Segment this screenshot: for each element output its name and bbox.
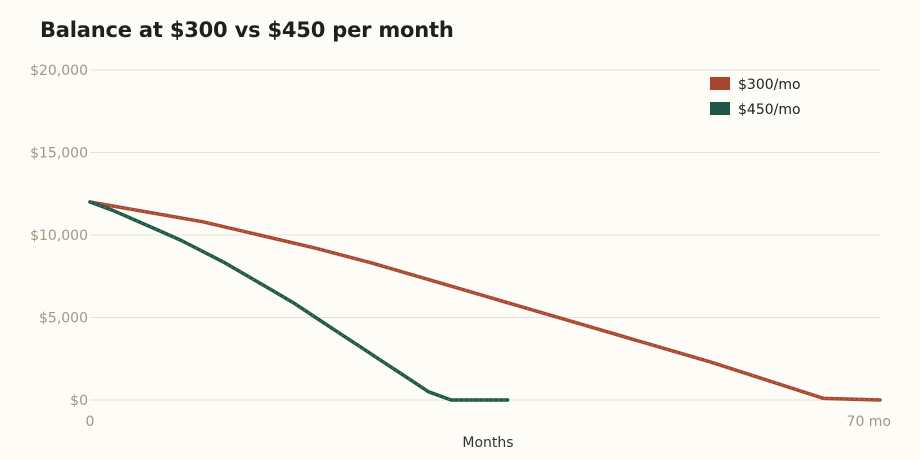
y-tick-label-0: $0 [70,393,88,409]
legend: $300/mo $450/mo [710,77,801,118]
legend-label-0: $300/mo [738,77,801,93]
legend-swatch-0 [710,77,730,90]
grid-lines [90,69,880,401]
series-line-1 [88,200,510,402]
x-axis-title: Months [462,435,513,451]
x-axis-ticks: 0 70 mo [86,414,891,430]
y-tick-label-3: $15,000 [30,146,88,162]
y-tick-label-4: $20,000 [30,63,88,79]
series-line-texture-0 [89,201,881,401]
y-tick-label-2: $10,000 [30,228,88,244]
legend-swatch-1 [710,102,730,115]
series-line-0 [88,200,882,402]
x-tick-label-1: 70 mo [847,414,891,430]
chart-title: Balance at $300 vs $450 per month [40,18,454,42]
y-tick-label-1: $5,000 [39,311,88,327]
series-line-texture-1 [89,201,508,401]
series-lines [88,200,882,402]
y-axis-ticks: $0 $5,000 $10,000 $15,000 $20,000 [30,63,88,409]
x-tick-label-0: 0 [86,414,95,430]
legend-label-1: $450/mo [738,102,801,118]
